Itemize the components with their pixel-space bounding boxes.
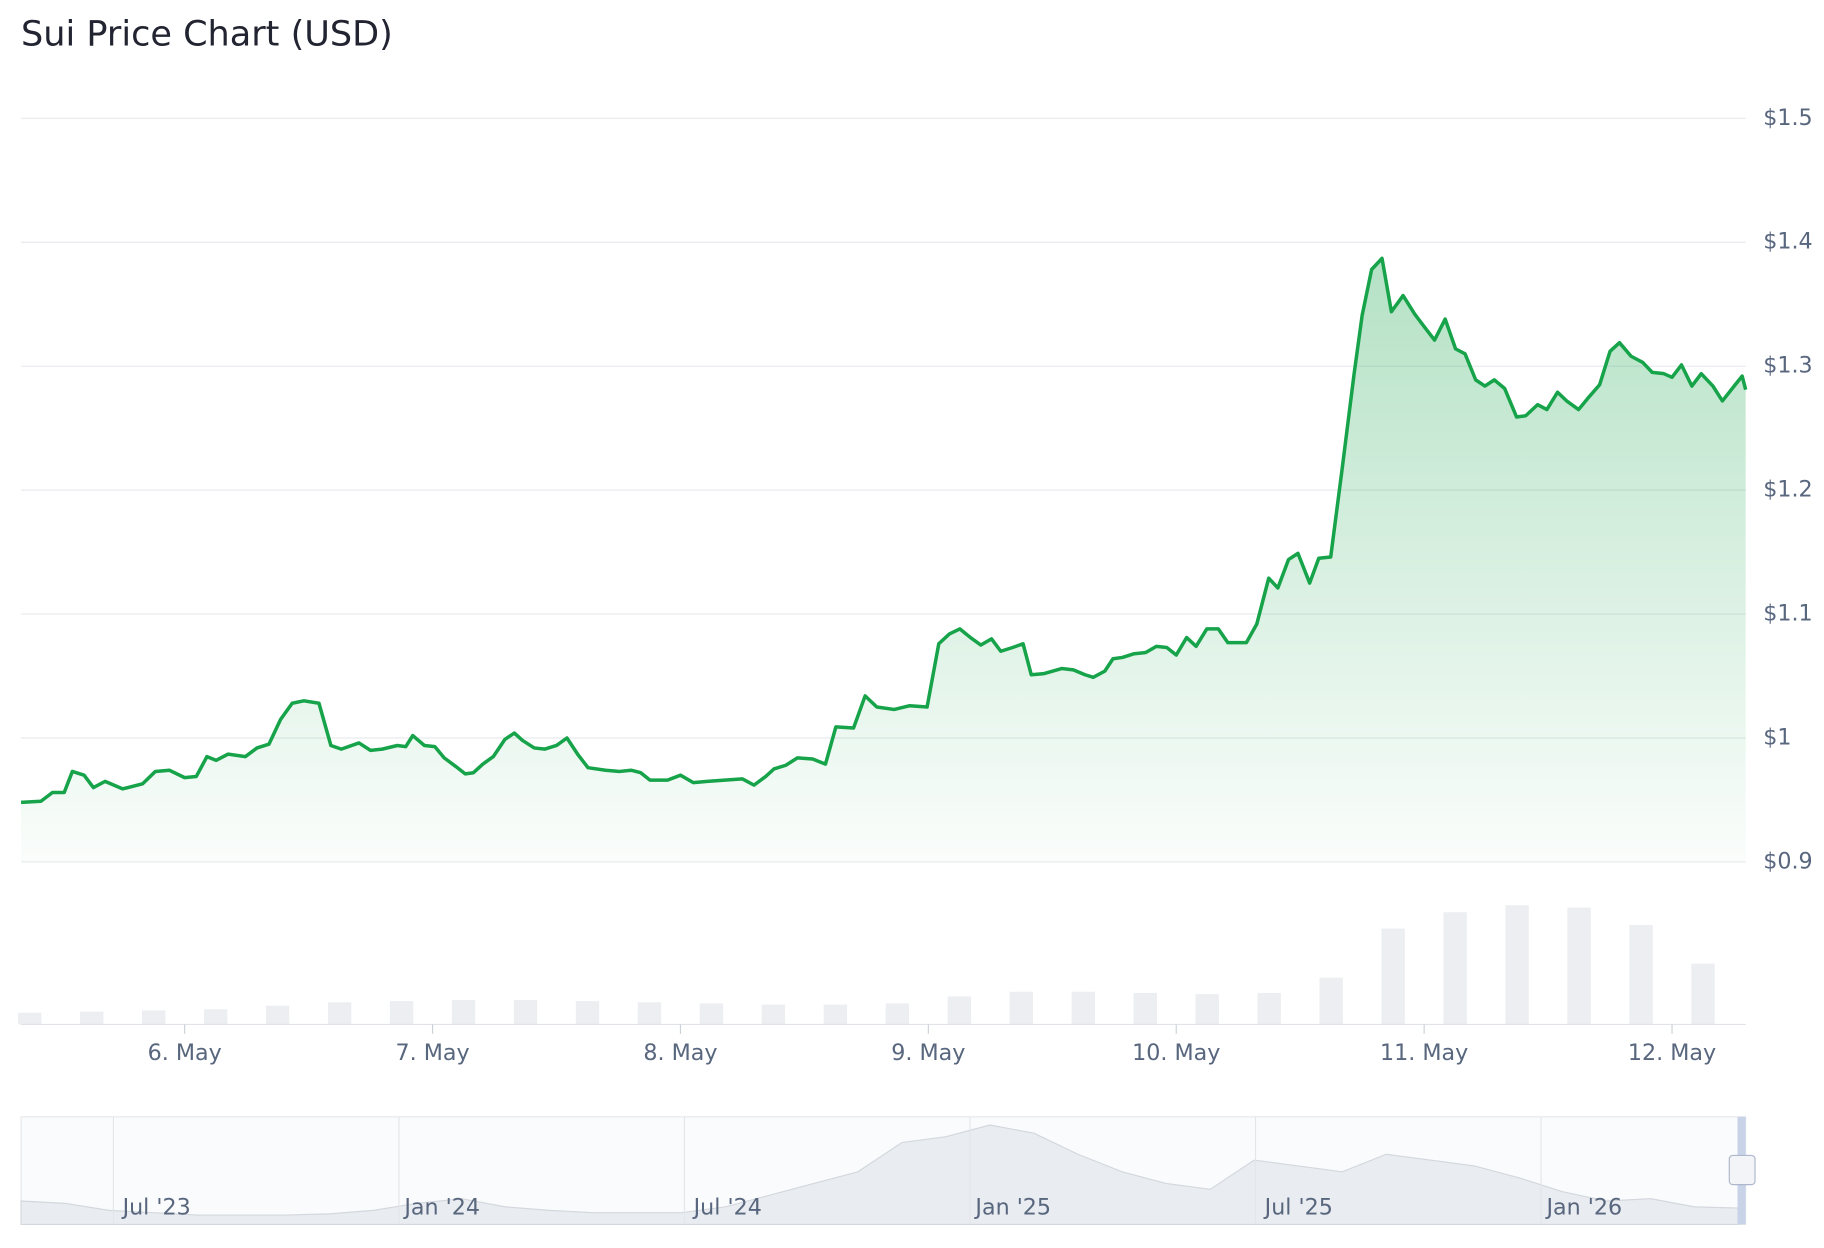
volume-bar	[1567, 907, 1591, 1025]
navigator-label: Jan '24	[402, 1195, 480, 1221]
x-tick-label: 8. May	[643, 1040, 717, 1066]
volume-bar	[18, 1012, 42, 1025]
navigator-label: Jan '25	[973, 1195, 1051, 1221]
y-tick-label: $1	[1763, 725, 1791, 751]
volume-bar	[1443, 912, 1467, 1025]
volume-bar	[575, 1001, 600, 1025]
x-tick-label: 12. May	[1628, 1040, 1716, 1066]
navigator-area	[20, 1124, 1740, 1225]
volume-bar	[1071, 991, 1095, 1025]
navigator-label: Jul '24	[692, 1195, 762, 1221]
y-tick-label: $0.9	[1763, 848, 1812, 874]
x-tick-label: 10. May	[1132, 1040, 1220, 1066]
chart-title: Sui Price Chart (USD)	[21, 13, 393, 54]
volume-bar	[1195, 994, 1219, 1025]
y-tick-label: $1.1	[1763, 601, 1812, 627]
y-tick-label: $1.4	[1763, 229, 1812, 255]
navigator-label: Jan '26	[1544, 1195, 1622, 1221]
volume-bar	[80, 1011, 104, 1025]
navigator-label: Jul '25	[1263, 1195, 1333, 1221]
volume-bar	[513, 999, 538, 1025]
volume-bar	[1133, 992, 1157, 1025]
price-area	[21, 258, 1746, 862]
volume-bar	[1505, 905, 1529, 1025]
volume-bar	[637, 1002, 662, 1025]
volume-bar	[1691, 963, 1715, 1025]
volume-bar	[451, 999, 476, 1025]
y-tick-label: $1.3	[1763, 353, 1812, 379]
volume-bar	[389, 1001, 414, 1025]
volume-bar	[1319, 977, 1343, 1025]
volume-bar	[947, 996, 972, 1025]
x-tick-label: 7. May	[395, 1040, 469, 1066]
y-tick-label: $1.2	[1763, 477, 1812, 503]
navigator-label: Jul '23	[121, 1195, 191, 1221]
volume-bar	[885, 1003, 910, 1025]
navigator-handle[interactable]	[1728, 1154, 1756, 1186]
y-tick-label: $1.5	[1763, 105, 1812, 131]
volume-bar	[203, 1009, 228, 1025]
volume-bar	[699, 1003, 724, 1025]
volume-bar	[1381, 928, 1405, 1025]
volume-bar	[761, 1004, 786, 1025]
volume-bar	[141, 1010, 166, 1025]
volume-bar	[1629, 925, 1653, 1025]
volume-bar	[1257, 992, 1281, 1025]
volume-bar	[327, 1002, 352, 1025]
volume-bar	[265, 1005, 290, 1025]
x-tick-label: 6. May	[148, 1040, 222, 1066]
x-tick-label: 11. May	[1380, 1040, 1468, 1066]
volume-bar	[1009, 991, 1034, 1025]
volume-bar	[823, 1004, 848, 1025]
x-tick-label: 9. May	[891, 1040, 965, 1066]
price-line	[20, 256, 1748, 805]
